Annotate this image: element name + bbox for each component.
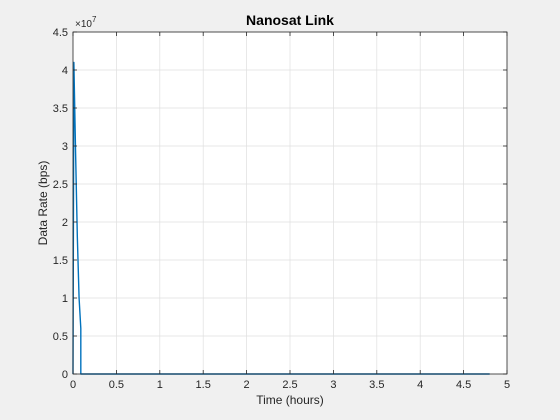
x-tick-label: 3 xyxy=(330,379,336,391)
x-tick-label: 1 xyxy=(157,379,163,391)
y-tick-label: 4 xyxy=(62,65,68,77)
y-tick-label: 3.5 xyxy=(53,103,68,115)
x-tick-label: 2.5 xyxy=(282,379,297,391)
x-tick-label: 5 xyxy=(504,379,510,391)
y-axis-label: Data Rate (bps) xyxy=(36,161,50,246)
x-tick-label: 3.5 xyxy=(369,379,384,391)
x-tick-label: 0 xyxy=(70,379,76,391)
y-tick-label: 1.5 xyxy=(53,255,68,267)
y-tick-label: 1 xyxy=(62,293,68,305)
y-tick-label: 2.5 xyxy=(53,179,68,191)
y-tick-label: 4.5 xyxy=(53,27,68,39)
x-tick-label: 1.5 xyxy=(196,379,211,391)
y-tick-label: 0 xyxy=(62,369,68,381)
x-tick-label: 4.5 xyxy=(456,379,471,391)
y-tick-label: 3 xyxy=(62,141,68,153)
x-tick-label: 2 xyxy=(244,379,250,391)
x-tick-label: 4 xyxy=(417,379,423,391)
x-axis-label: Time (hours) xyxy=(256,393,324,407)
y-tick-labels: 0 0.5 1 1.5 2 2.5 3 3.5 4 4.5 xyxy=(53,27,68,381)
x-tick-labels: 0 0.5 1 1.5 2 2.5 3 3.5 4 4.5 5 xyxy=(70,379,510,391)
chart-title: Nanosat Link xyxy=(246,12,334,28)
y-tick-label: 0.5 xyxy=(53,331,68,343)
y-tick-label: 2 xyxy=(62,217,68,229)
x-tick-label: 0.5 xyxy=(109,379,124,391)
y-exponent-label: ×107 xyxy=(75,15,97,30)
